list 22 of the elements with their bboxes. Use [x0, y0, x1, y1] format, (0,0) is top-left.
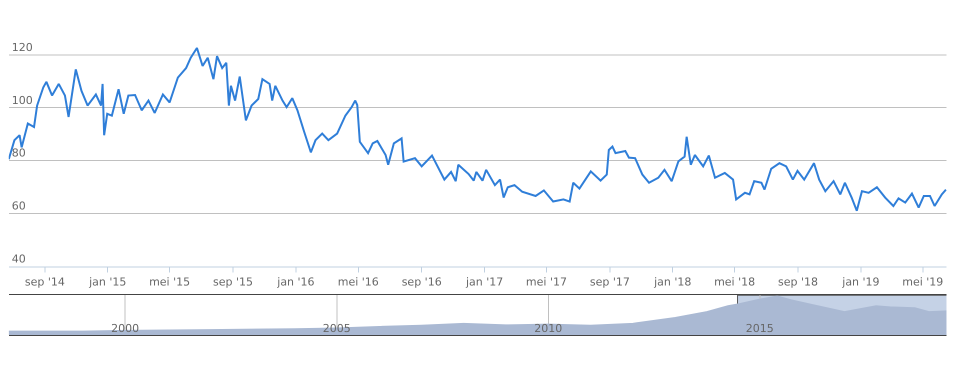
- x-tick-label: mei '15: [149, 275, 190, 288]
- x-tick-label: 2010: [534, 322, 562, 336]
- x-tick-label: sep '14: [24, 275, 65, 288]
- x-tick-label: sep '17: [590, 275, 630, 288]
- x-tick-label: 2015: [746, 322, 774, 336]
- x-tick-label: jan '15: [88, 275, 126, 288]
- x-tick-label: jan '16: [276, 275, 315, 288]
- x-tick-label: jan '19: [841, 275, 880, 288]
- x-tick-label: sep '18: [778, 275, 818, 288]
- x-tick-label: jan '17: [464, 275, 504, 288]
- y-tick-label: 40: [12, 252, 26, 266]
- y-tick-label: 100: [12, 94, 33, 107]
- y-tick-label: 60: [12, 200, 26, 213]
- x-tick-label: jan '18: [653, 275, 692, 288]
- y-tick-label: 80: [12, 146, 26, 160]
- y-tick-label: 120: [12, 41, 33, 54]
- x-tick-label: mei '19: [902, 275, 944, 288]
- x-tick-label: sep '16: [402, 275, 442, 288]
- x-tick-label: mei '17: [526, 275, 567, 288]
- x-tick-label: sep '15: [213, 275, 254, 288]
- x-tick-label: mei '16: [338, 275, 379, 288]
- x-tick-label: mei '18: [714, 275, 756, 288]
